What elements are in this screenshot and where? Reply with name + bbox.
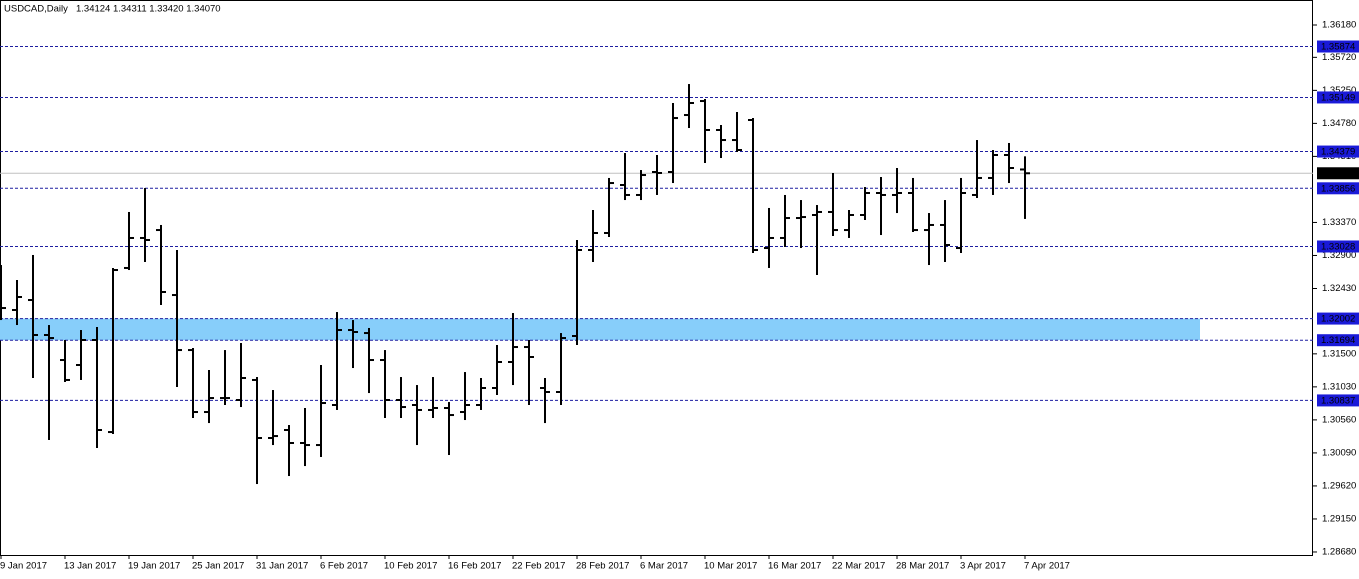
y-tick-label: 1.32900 [1322, 250, 1356, 261]
x-tick-label: 19 Jan 2017 [128, 561, 180, 572]
current-price-box [1317, 167, 1359, 180]
x-tick-label: 25 Jan 2017 [192, 561, 244, 572]
x-tick-label: 13 Jan 2017 [64, 561, 116, 572]
x-tick-label: 22 Feb 2017 [512, 561, 565, 572]
y-tick-label: 1.34780 [1322, 118, 1356, 129]
level-label: 1.35874 [1321, 42, 1355, 53]
level-label: 1.33028 [1321, 241, 1355, 252]
y-tick-label: 1.32430 [1322, 283, 1356, 294]
level-label: 1.31694 [1321, 335, 1355, 346]
level-label-box [1317, 40, 1359, 53]
y-tick-label: 1.31500 [1322, 348, 1356, 359]
x-tick-label: 28 Feb 2017 [576, 561, 629, 572]
x-tick-label: 28 Mar 2017 [896, 561, 949, 572]
y-tick-label: 1.36180 [1322, 20, 1356, 31]
level-label-box [1317, 312, 1359, 325]
y-tick-label: 1.30090 [1322, 447, 1356, 458]
chart-title: USDCAD,Daily [4, 4, 68, 15]
x-tick-label: 22 Mar 2017 [832, 561, 885, 572]
level-label-box [1317, 91, 1359, 104]
level-label-box [1317, 334, 1359, 347]
y-tick-label: 1.30560 [1322, 414, 1356, 425]
level-label-box [1317, 145, 1359, 158]
x-tick-label: 31 Jan 2017 [256, 561, 308, 572]
x-tick-label: 3 Apr 2017 [960, 561, 1006, 572]
y-tick-label: 1.29150 [1322, 513, 1356, 524]
y-tick-label: 1.35250 [1322, 85, 1356, 96]
y-tick-label: 1.35720 [1322, 52, 1356, 63]
ohlc-readout: 1.34124 1.34311 1.33420 1.34070 [76, 4, 221, 15]
x-tick-label: 6 Mar 2017 [640, 561, 688, 572]
y-tick-label: 1.33370 [1322, 217, 1356, 228]
y-tick-label: 1.29620 [1322, 480, 1356, 491]
level-label: 1.32002 [1321, 314, 1355, 325]
x-tick-label: 16 Mar 2017 [768, 561, 821, 572]
x-tick-label: 6 Feb 2017 [320, 561, 368, 572]
x-tick-label: 9 Jan 2017 [0, 561, 47, 572]
y-tick-label: 1.31030 [1322, 381, 1356, 392]
level-label: 1.33856 [1321, 183, 1355, 194]
x-tick-label: 7 Apr 2017 [1024, 561, 1070, 572]
level-label: 1.34379 [1321, 147, 1355, 158]
level-label-box [1317, 240, 1359, 253]
level-label-box [1317, 182, 1359, 195]
x-tick-label: 10 Mar 2017 [704, 561, 757, 572]
level-label: 1.30837 [1321, 395, 1355, 406]
x-tick-label: 16 Feb 2017 [448, 561, 501, 572]
level-label: 1.35149 [1321, 92, 1355, 103]
x-tick-label: 10 Feb 2017 [384, 561, 437, 572]
current-price-label: 1.34070 [1321, 168, 1355, 179]
y-tick-label: 1.28680 [1322, 546, 1356, 557]
level-label-box [1317, 394, 1359, 407]
plot-frame [0, 0, 1313, 556]
support-zone [0, 318, 1200, 341]
